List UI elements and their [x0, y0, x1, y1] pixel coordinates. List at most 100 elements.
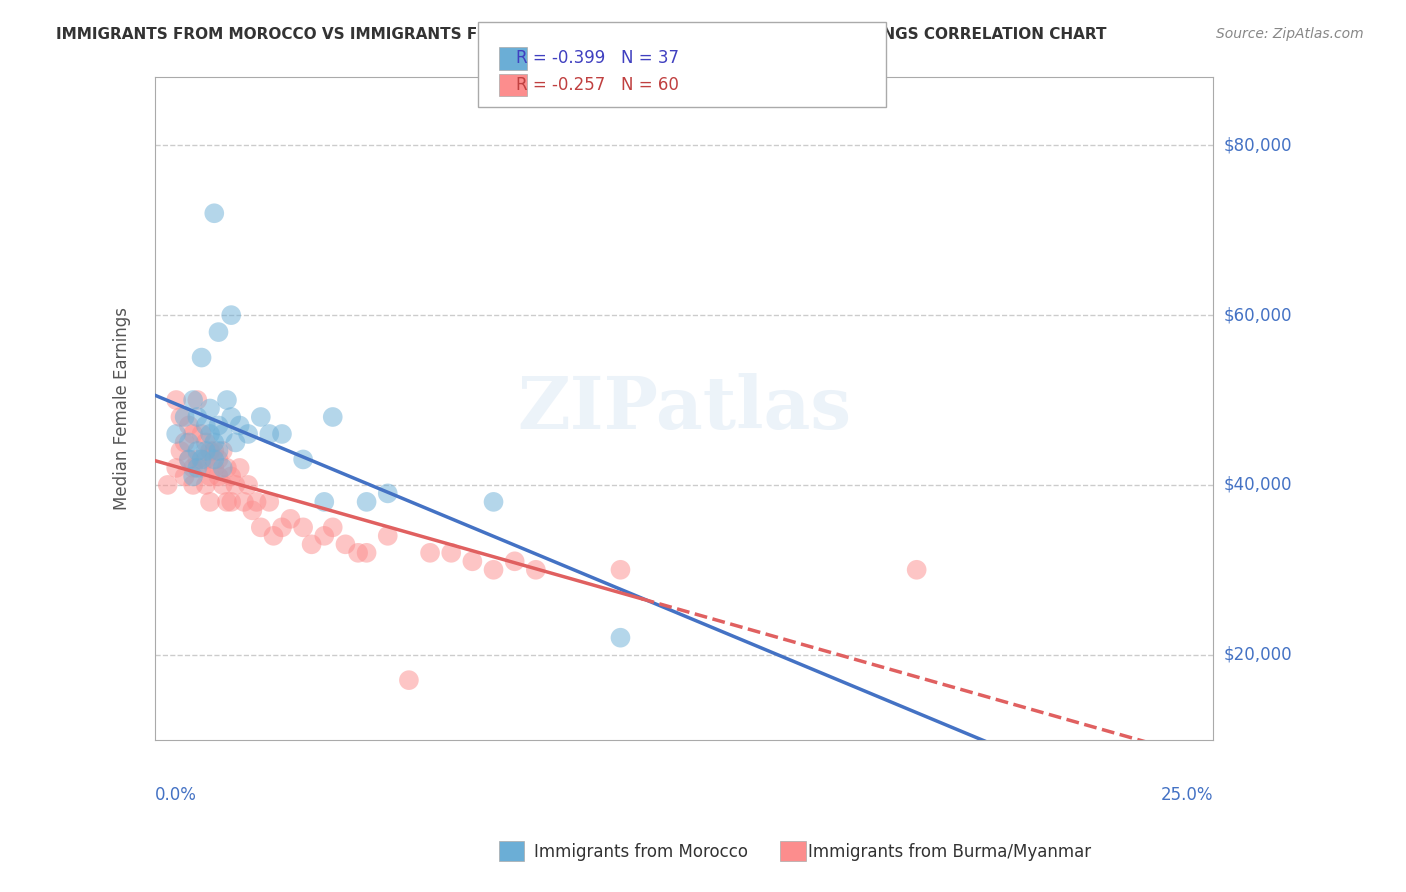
Point — [482, 495, 505, 509]
Point — [173, 409, 195, 424]
Point — [194, 444, 217, 458]
Point — [181, 461, 204, 475]
Point — [194, 478, 217, 492]
Point — [609, 631, 631, 645]
Point — [232, 495, 254, 509]
Point — [186, 461, 208, 475]
Point — [190, 351, 212, 365]
Text: Immigrants from Burma/Myanmar: Immigrants from Burma/Myanmar — [808, 843, 1091, 861]
Point — [228, 418, 250, 433]
Point — [259, 495, 281, 509]
Point — [609, 563, 631, 577]
Point — [207, 444, 229, 458]
Point — [177, 452, 200, 467]
Point — [165, 427, 187, 442]
Point — [215, 392, 238, 407]
Point — [301, 537, 323, 551]
Point — [194, 435, 217, 450]
Text: R = -0.399   N = 37: R = -0.399 N = 37 — [516, 49, 679, 67]
Point — [440, 546, 463, 560]
Point — [219, 409, 242, 424]
Point — [280, 512, 302, 526]
Point — [215, 461, 238, 475]
Point — [169, 444, 191, 458]
Point — [186, 409, 208, 424]
Point — [198, 444, 221, 458]
Point — [356, 495, 378, 509]
Point — [271, 427, 294, 442]
Text: $20,000: $20,000 — [1225, 646, 1292, 664]
Point — [215, 495, 238, 509]
Point — [482, 563, 505, 577]
Point — [211, 461, 233, 475]
Point — [156, 478, 179, 492]
Point — [211, 427, 233, 442]
Y-axis label: Median Female Earnings: Median Female Earnings — [114, 307, 131, 510]
Point — [240, 503, 263, 517]
Point — [219, 469, 242, 483]
Text: $40,000: $40,000 — [1225, 476, 1292, 494]
Point — [190, 452, 212, 467]
Point — [165, 392, 187, 407]
Point — [181, 478, 204, 492]
Point — [181, 392, 204, 407]
Point — [169, 409, 191, 424]
Point — [198, 469, 221, 483]
Point — [245, 495, 267, 509]
Point — [461, 554, 484, 568]
Point — [356, 546, 378, 560]
Point — [202, 452, 225, 467]
Point — [419, 546, 441, 560]
Point — [207, 418, 229, 433]
Point — [198, 401, 221, 416]
Point — [236, 427, 259, 442]
Point — [377, 529, 399, 543]
Point — [322, 409, 344, 424]
Point — [905, 563, 928, 577]
Point — [186, 392, 208, 407]
Point — [177, 435, 200, 450]
Point — [524, 563, 547, 577]
Point — [322, 520, 344, 534]
Point — [211, 444, 233, 458]
Point — [190, 461, 212, 475]
Point — [377, 486, 399, 500]
Point — [190, 427, 212, 442]
Point — [314, 529, 336, 543]
Point — [194, 418, 217, 433]
Point — [202, 435, 225, 450]
Point — [249, 409, 271, 424]
Point — [292, 520, 315, 534]
Point — [219, 308, 242, 322]
Point — [263, 529, 285, 543]
Point — [177, 452, 200, 467]
Point — [165, 461, 187, 475]
Point — [224, 478, 246, 492]
Point — [219, 495, 242, 509]
Point — [347, 546, 370, 560]
Point — [173, 435, 195, 450]
Point — [202, 444, 225, 458]
Text: IMMIGRANTS FROM MOROCCO VS IMMIGRANTS FROM BURMA/MYANMAR MEDIAN FEMALE EARNINGS : IMMIGRANTS FROM MOROCCO VS IMMIGRANTS FR… — [56, 27, 1107, 42]
Point — [198, 427, 221, 442]
Point — [173, 469, 195, 483]
Point — [207, 325, 229, 339]
Point — [335, 537, 357, 551]
Point — [202, 461, 225, 475]
Point — [259, 427, 281, 442]
Text: 0.0%: 0.0% — [155, 786, 197, 804]
Point — [181, 427, 204, 442]
Text: 25.0%: 25.0% — [1160, 786, 1213, 804]
Point — [181, 469, 204, 483]
Point — [207, 469, 229, 483]
Text: R = -0.257   N = 60: R = -0.257 N = 60 — [516, 76, 679, 94]
Point — [314, 495, 336, 509]
Text: $60,000: $60,000 — [1225, 306, 1292, 324]
Point — [228, 461, 250, 475]
Point — [202, 206, 225, 220]
Point — [236, 478, 259, 492]
Point — [398, 673, 420, 687]
Point — [292, 452, 315, 467]
Point — [249, 520, 271, 534]
Point — [503, 554, 526, 568]
